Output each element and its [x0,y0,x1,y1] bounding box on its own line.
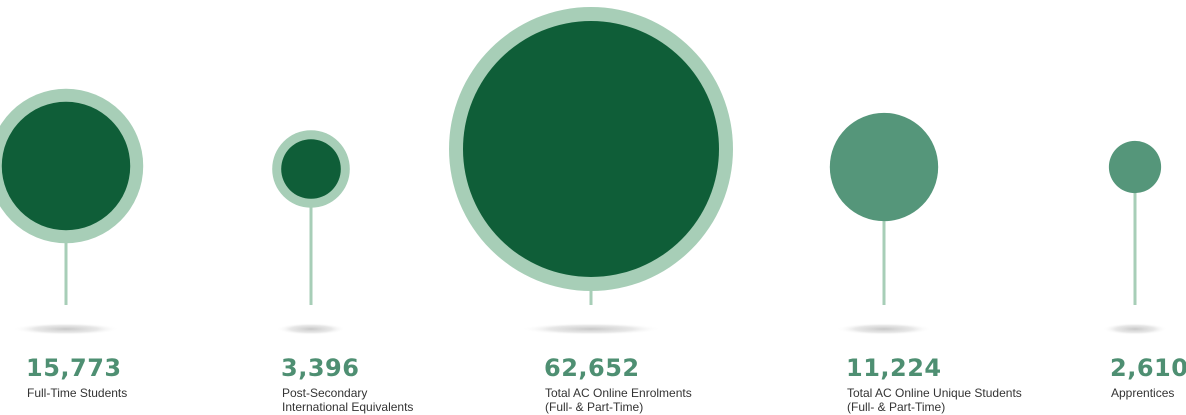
value-label: 3,396 [281,354,359,382]
bubble-group-5: 2,610 Apprentices [1102,140,1186,400]
bubble-shadow [836,323,932,335]
category-label: (Full- & Part-Time) [545,400,643,414]
bubble [829,112,939,222]
category-label: Post-Secondary [282,386,367,400]
bubble-shadow [521,323,661,335]
bubble-shadow [276,323,346,335]
category-label: (Full- & Part-Time) [847,400,945,414]
category-label: Total AC Online Enrolments [545,386,692,400]
bubble-group-3: 62,652 Total AC Online Enrolments(Full- &… [449,7,733,414]
category-label: Full-Time Students [27,386,127,400]
bubble [1,101,131,231]
bubble [463,21,719,277]
bubble-group-1: 15,773 Full-Time Students [0,88,144,400]
bubble [1108,140,1162,194]
value-label: 2,610 [1110,354,1186,382]
value-label: 62,652 [544,354,640,382]
value-label: 15,773 [26,354,122,382]
bubble [281,139,341,199]
bubble-shadow [1102,323,1168,335]
chart-marks: 15,773 Full-Time Students 3,396 Post-Second… [0,7,1186,414]
category-label: Apprentices [1111,386,1174,400]
value-label: 11,224 [846,354,942,382]
category-label: Total AC Online Unique Students [847,386,1022,400]
bubble-shadow [12,323,120,335]
category-label: International Equivalents [282,400,413,414]
bubble-group-4: 11,224 Total AC Online Unique Students(Fu… [829,112,1022,414]
